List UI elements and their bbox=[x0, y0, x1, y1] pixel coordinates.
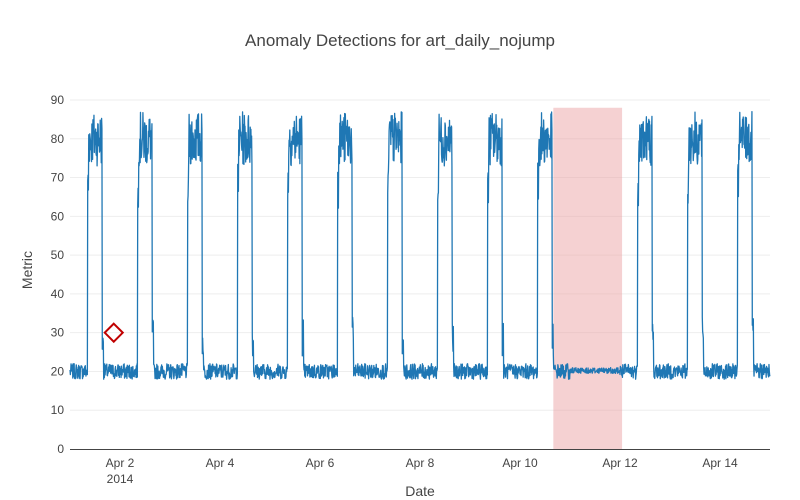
y-tick-label: 20 bbox=[51, 364, 65, 378]
x-tick-label: Apr 14 bbox=[702, 456, 738, 470]
x-axis-title: Date bbox=[405, 483, 435, 499]
y-tick-label: 80 bbox=[51, 132, 65, 146]
anomaly-windows bbox=[553, 108, 622, 449]
y-axis-title: Metric bbox=[19, 251, 35, 289]
y-tick-label: 50 bbox=[51, 248, 65, 262]
y-tick-label: 10 bbox=[51, 403, 65, 417]
x-tick-label: Apr 6 bbox=[306, 456, 335, 470]
x-tick-label: Apr 2 bbox=[106, 456, 135, 470]
x-tick-label: Apr 10 bbox=[502, 456, 538, 470]
chart-title: Anomaly Detections for art_daily_nojump bbox=[245, 31, 555, 50]
y-tick-label: 30 bbox=[51, 326, 65, 340]
x-tick-label: Apr 8 bbox=[406, 456, 435, 470]
y-tick-label: 90 bbox=[51, 93, 65, 107]
x-tick-label: Apr 4 bbox=[206, 456, 235, 470]
y-tick-label: 0 bbox=[57, 442, 64, 456]
x-tick-sublabel: 2014 bbox=[107, 472, 134, 486]
y-tick-label: 60 bbox=[51, 209, 65, 223]
y-tick-label: 70 bbox=[51, 171, 65, 185]
x-tick-label: Apr 12 bbox=[602, 456, 638, 470]
anomaly-window bbox=[553, 108, 622, 449]
y-tick-label: 40 bbox=[51, 287, 65, 301]
